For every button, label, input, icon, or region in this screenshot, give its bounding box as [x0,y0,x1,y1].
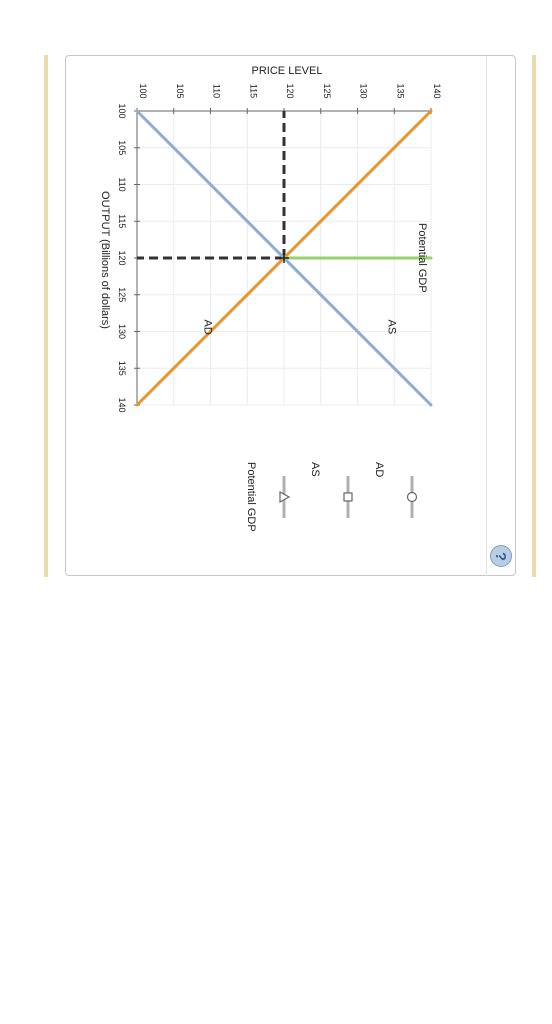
graph-panel [65,55,516,576]
left-accent-bar [44,55,48,577]
legend-label-1: AS [309,462,321,477]
price-tick-label-110: 110 [212,84,222,98]
legend-triangle-icon [279,490,291,504]
output-tick-label-120: 120 [117,250,127,265]
price-tick-label-100: 100 [138,83,148,98]
legend: AD AS Potential GDP [245,462,418,532]
series-label-ad: AD [202,320,214,335]
series-label-as: AS [385,320,397,335]
series-point-0-0 [429,109,433,113]
price-tick-label-115: 115 [248,84,258,98]
price-tick-label-135: 135 [395,83,405,98]
output-tick-label-115: 115 [117,214,127,228]
series-point-1-0 [135,109,139,113]
price-tick-label-130: 130 [359,83,369,98]
series-point-2-1 [429,256,433,260]
help-button[interactable]: ? [490,545,512,567]
output-tick-label-140: 140 [117,397,127,412]
output-axis-title: OUTPUT (Billions of dollars) [99,191,111,329]
legend-circle-icon [406,491,418,503]
price-axis-title: PRICE LEVEL [252,65,323,77]
labels: AD AS Potential GDP [202,223,429,335]
series [135,109,433,407]
legend-label-2: Potential GDP [245,462,257,532]
output-tick-label-100: 100 [117,103,127,118]
legend-label-0: AD [373,462,385,477]
price-tick-label-140: 140 [432,83,442,98]
price-tick-label-120: 120 [285,83,295,98]
output-tick-label-125: 125 [117,287,127,302]
series-label-potential-gdp: Potential GDP [416,223,428,293]
price-tick-label-105: 105 [175,83,185,98]
output-tick-label-110: 110 [117,177,127,191]
panel-divider [486,56,487,576]
output-tick-label-135: 135 [117,361,127,376]
ticks: 100 105 110 115 120 125 130 135 140 100 105 110 115 1… [117,83,442,412]
output-tick-label-105: 105 [117,140,127,155]
output-tick-label-130: 130 [117,324,127,339]
legend-square-icon [343,492,353,502]
right-accent-bar [532,55,536,577]
series-point-0-1 [135,403,139,407]
series-point-1-1 [429,403,433,407]
price-tick-label-125: 125 [322,83,332,98]
help-icon: ? [492,551,510,561]
